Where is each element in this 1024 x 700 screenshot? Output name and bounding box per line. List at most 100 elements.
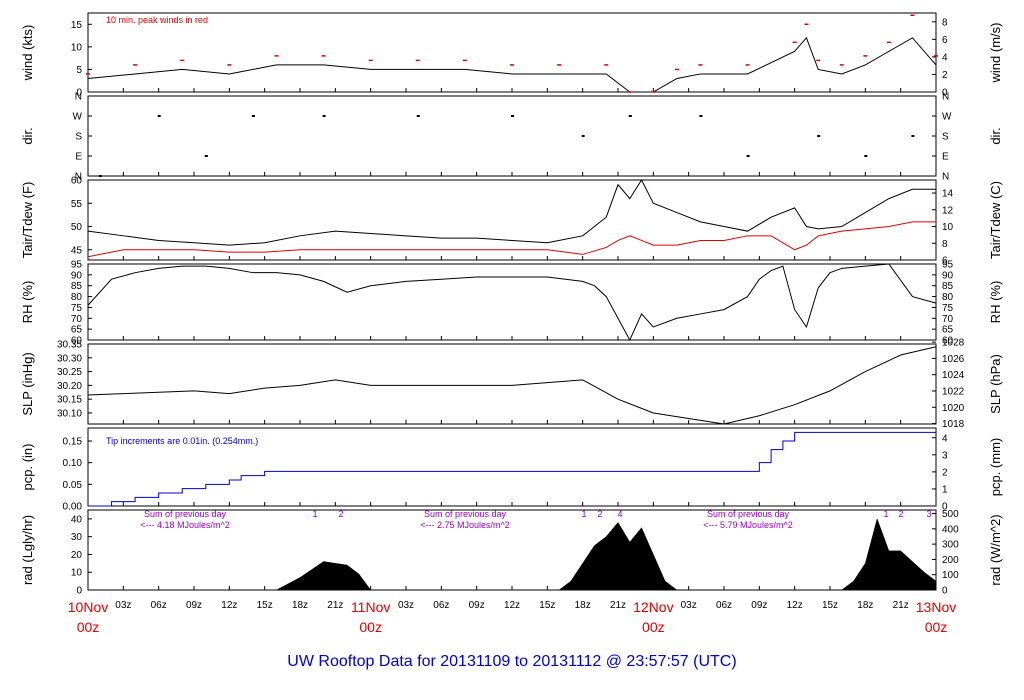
rad-ytick-label: 10 <box>71 568 83 579</box>
dir-right-label: dir. <box>988 127 1003 144</box>
rh-ytick-right-label: 85 <box>942 281 954 292</box>
rh-ytick-right-label: 80 <box>942 292 954 303</box>
wind-ytick-label: 0 <box>76 88 82 99</box>
dir-point <box>157 115 161 117</box>
day-hour-label: 00z <box>77 619 100 635</box>
slp-series-line <box>87 346 937 425</box>
hour-tick-label: 21z <box>327 600 343 611</box>
day-date-label: 13Nov <box>916 599 956 615</box>
day-hour-label: 00z <box>642 619 665 635</box>
hour-tick-label: 15z <box>539 600 555 611</box>
slp-ytick-label: 30.30 <box>57 353 82 364</box>
hour-tick-label: 15z <box>257 600 273 611</box>
rad-peak-marker: 1 <box>581 509 586 519</box>
rh-frame <box>87 263 937 341</box>
time-axis: 03z 06z 09z 12z 15z 18z 21z 03z 06z 09z 12z 15z 18z 2… <box>68 599 956 635</box>
dir-ytick-label: N <box>75 92 82 103</box>
pcp-ytick-right-label: 0 <box>942 502 948 513</box>
temp-ytick-label: 45 <box>71 245 83 256</box>
slp-right-label: SLP (hPa) <box>988 354 1003 414</box>
dir-point <box>581 135 585 137</box>
tair-series-line <box>87 178 936 246</box>
rad-peak-marker: 2 <box>338 509 343 519</box>
rad-ytick-label: 40 <box>71 514 83 525</box>
wind-ytick-right-label: 4 <box>942 52 948 63</box>
slp-ytick-label: 30.20 <box>57 381 82 392</box>
chart-footer-title: UW Rooftop Data for 20131109 to 20131112… <box>287 653 736 670</box>
wind-right-label: wind (m/s) <box>988 23 1003 84</box>
day-hour-label: 00z <box>359 619 382 635</box>
dir-ytick-label: N <box>75 172 82 183</box>
temp-ytick-label: 55 <box>71 199 83 210</box>
rad-day-sum-title: Sum of previous day <box>707 509 790 519</box>
rad-series-area <box>88 518 937 591</box>
dir-frame <box>87 95 937 177</box>
day-date-label: 10Nov <box>68 599 108 615</box>
wind-frame <box>87 12 937 93</box>
hour-tick-label: 15z <box>822 600 838 611</box>
day-hour-label: 00z <box>925 619 948 635</box>
temp-ytick-right-label: 14 <box>942 189 954 200</box>
hour-tick-label: 06z <box>433 600 449 611</box>
rh-ytick-label: 80 <box>71 292 83 303</box>
wind-left-label: wind (kts) <box>20 25 35 82</box>
dir-point <box>746 155 750 157</box>
wind-ytick-right-label: 8 <box>942 17 948 28</box>
dir-point <box>628 115 632 117</box>
slp-ytick-label: 30.35 <box>57 340 82 351</box>
dir-left-label: dir. <box>20 127 35 144</box>
temp-ytick-right-label: 10 <box>942 222 954 233</box>
rad-ytick-label: 0 <box>76 586 82 597</box>
rh-left-label: RH (%) <box>20 281 35 324</box>
slp-ytick-right-label: 1022 <box>942 386 965 397</box>
hour-tick-label: 06z <box>716 600 732 611</box>
pcp-ytick-right-label: 3 <box>942 450 948 461</box>
pcp-annotation: Tip increments are 0.01in. (0.254mm.) <box>106 436 258 446</box>
rh-ytick-label: 70 <box>71 314 83 325</box>
rad-right-label: rad (W/m^2) <box>988 514 1003 585</box>
rh-ytick-label: 90 <box>71 270 83 281</box>
rad-peak-marker: 1 <box>312 509 317 519</box>
wind-ytick-right-label: 0 <box>942 88 948 99</box>
slp-ytick-label: 30.10 <box>57 408 82 419</box>
rad-ytick-right-label: 300 <box>942 540 959 551</box>
hour-tick-label: 09z <box>186 600 202 611</box>
hour-tick-label: 12z <box>787 600 803 611</box>
slp-ytick-right-label: 1026 <box>942 354 965 365</box>
rad-left-label: rad (Lgly/hr) <box>20 515 35 585</box>
dir-point <box>204 155 208 157</box>
pcp-right-label: pcp. (mm) <box>988 438 1003 497</box>
dir-ytick-right-label: N <box>942 92 949 103</box>
hour-tick-label: 12z <box>504 600 520 611</box>
pcp-series-line <box>88 431 936 507</box>
tdew-series-line <box>87 221 936 258</box>
pcp-ytick-right-label: 1 <box>942 484 948 495</box>
rad-peak-marker: 2 <box>597 509 602 519</box>
rh-ytick-right-label: 60 <box>942 336 954 347</box>
rh-series-line <box>87 263 937 342</box>
rh-ytick-right-label: 65 <box>942 325 954 336</box>
rad-day-sum-title: Sum of previous day <box>424 509 507 519</box>
dir-point <box>322 115 326 117</box>
wind-annotation: 10 min. peak winds in red <box>106 15 208 25</box>
day-date-label: 11Nov <box>351 599 390 615</box>
slp-ytick-right-label: 1020 <box>942 403 965 414</box>
hour-tick-label: 06z <box>151 600 167 611</box>
rad-peak-marker: 2 <box>898 509 903 519</box>
dir-ytick-right-label: S <box>942 132 949 143</box>
rad-day-sum-title: Sum of previous day <box>144 509 227 519</box>
temp-ytick-label: 50 <box>71 222 83 233</box>
hour-tick-label: 21z <box>610 600 626 611</box>
hour-tick-label: 18z <box>857 600 873 611</box>
rh-ytick-right-label: 90 <box>942 270 954 281</box>
rh-right-label: RH (%) <box>988 281 1003 324</box>
temp-right-label: Tair/Tdew (C) <box>988 181 1003 259</box>
rh-ytick-label: 60 <box>71 336 83 347</box>
rad-peak-marker: 1 <box>883 509 888 519</box>
rad-peak-marker: 3 <box>926 509 931 519</box>
dir-point <box>699 115 703 117</box>
slp-ytick-right-label: 1028 <box>942 338 965 349</box>
temp-ytick-label: 60 <box>71 176 83 187</box>
